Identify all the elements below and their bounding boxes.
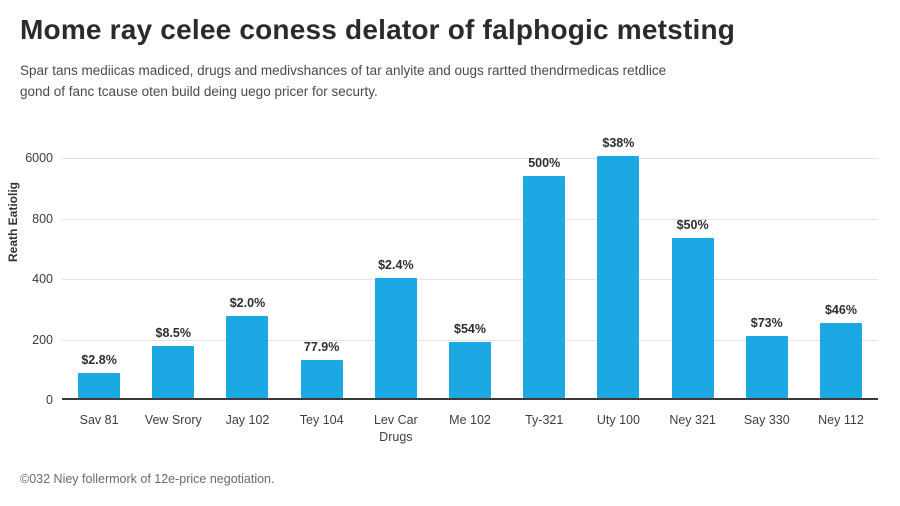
gridline xyxy=(62,218,878,220)
bar xyxy=(523,175,566,398)
x-tick-label: Say 330 xyxy=(743,413,790,427)
subtitle-line-1: Spar tans mediicas madiced, drugs and me… xyxy=(20,63,667,78)
bar-slot: 77.9% xyxy=(285,112,359,398)
bar-slot: $73% xyxy=(730,112,804,398)
bar-value-label: $2.0% xyxy=(229,296,266,311)
y-axis-title: Reath Eatiolig xyxy=(6,181,20,262)
x-tick-label: Me 102 xyxy=(449,413,491,427)
x-axis-labels: Sav 81 Vew Srory Jay 102 Tey 104 Lev Car Dru… xyxy=(62,412,878,446)
gridline xyxy=(62,339,878,341)
bar-value-label: 500% xyxy=(528,155,561,170)
bar-value-label: $38% xyxy=(602,136,635,150)
bar-slot: $46% xyxy=(804,112,878,398)
y-tick-label: 800 xyxy=(32,211,53,226)
bar xyxy=(671,237,714,398)
x-tick-label: Uty 100 xyxy=(596,413,640,427)
x-tick-label: Ty-321 xyxy=(525,413,564,427)
bar xyxy=(152,345,195,398)
bar-value-label: $8.5% xyxy=(155,325,191,340)
x-tick-label: Sav 81 xyxy=(79,413,119,427)
page-subtitle: Spar tans mediicas madiced, drugs and me… xyxy=(20,60,666,102)
bar-slot: $50% xyxy=(656,112,730,398)
bar-value-label: $46% xyxy=(824,302,857,317)
x-axis-line xyxy=(62,398,878,400)
bar xyxy=(745,336,788,398)
y-tick-label: 6000 xyxy=(25,151,53,165)
subtitle-line-2: gond of fanc tcause oten build deing ueg… xyxy=(20,84,378,99)
x-tick-label: Jay 102 xyxy=(225,413,270,427)
bar xyxy=(597,156,640,398)
bar-slot: $2.0% xyxy=(210,112,284,398)
bar-slot: $54% xyxy=(433,112,507,398)
gridline xyxy=(62,279,878,280)
x-tick-label: Ney 321 xyxy=(669,413,716,427)
x-tick-label: Lev Car Drugs xyxy=(373,413,418,444)
bar-value-label: $54% xyxy=(454,322,487,337)
x-tick-label: Vew Srory xyxy=(144,413,202,427)
bar-slot: $2.4% xyxy=(359,112,433,398)
page-title: Mome ray celee coness delator of falphog… xyxy=(20,14,736,45)
x-tick-label: Tey 104 xyxy=(299,413,344,427)
bar-slot: $38% xyxy=(581,112,655,398)
gridline xyxy=(62,158,878,159)
bar xyxy=(300,359,343,398)
bar-value-label: $2.8% xyxy=(81,352,117,367)
bars-row: $2.8% $8.5% $2.0% 77.9% $2.4% $54% 500% $38% $50… xyxy=(62,112,878,398)
bar xyxy=(78,372,121,398)
bar xyxy=(374,277,417,398)
bar-value-label: $73% xyxy=(750,316,783,330)
bar xyxy=(449,342,492,398)
bar-value-label: 77.9% xyxy=(303,339,340,354)
y-tick-label: 200 xyxy=(32,332,53,347)
bar-slot: 500% xyxy=(507,112,581,398)
x-tick-label: Ney 112 xyxy=(818,413,864,427)
footer-caption: ©032 Niey follermork of 12e-price negoti… xyxy=(20,472,275,486)
bar xyxy=(226,316,269,398)
y-tick-label: 400 xyxy=(32,272,53,286)
y-tick-label: 0 xyxy=(46,393,53,407)
bar-value-label: $50% xyxy=(676,217,709,232)
bar-slot: $2.8% xyxy=(62,112,136,398)
plot-area: 0 200 400 800 6000 $2.8% $8.5% $2.0% 77.9% $2.4%… xyxy=(25,112,878,407)
bar-slot: $8.5% xyxy=(136,112,210,398)
bar-chart: Reath Eatiolig 0 200 400 800 6000 $2.8% $8.5%… xyxy=(6,112,880,448)
bar-value-label: $2.4% xyxy=(378,257,414,272)
bar xyxy=(819,322,862,398)
